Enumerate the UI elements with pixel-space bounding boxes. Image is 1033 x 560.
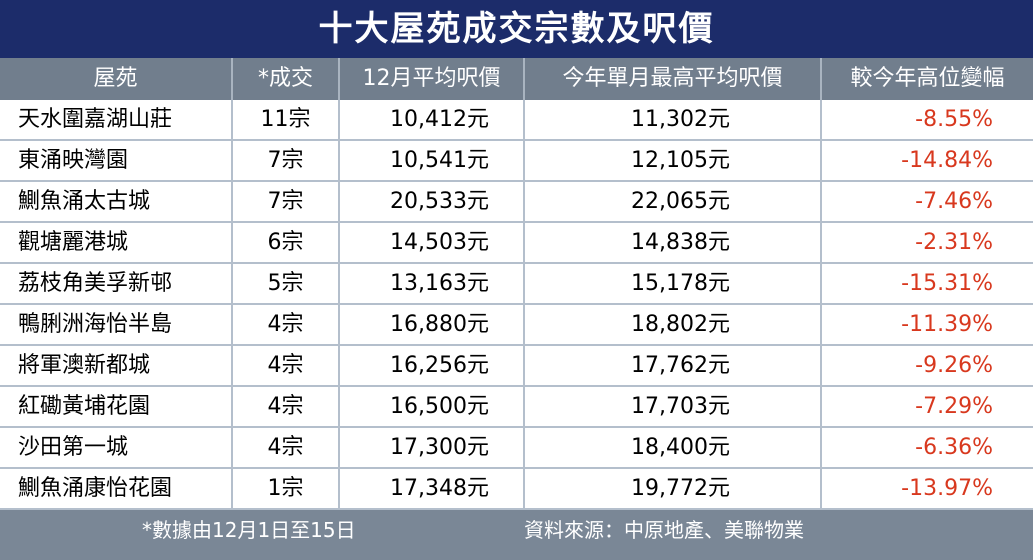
footnote: *數據由12月1日至15日 — [142, 518, 356, 542]
header-cell: 12月平均呎價 — [340, 58, 525, 100]
table-cell: 17,762元 — [525, 346, 822, 385]
table-cell: 將軍澳新都城 — [0, 346, 233, 385]
table-cell: 12,105元 — [525, 141, 822, 180]
table-cell: 18,802元 — [525, 305, 822, 344]
header-cell: *成交 — [233, 58, 340, 100]
table-cell: 7宗 — [233, 182, 340, 221]
table-cell: 22,065元 — [525, 182, 822, 221]
table-cell: 6宗 — [233, 223, 340, 262]
table-row: 東涌映灣園 7宗 10,541元 12,105元 -14.84% — [0, 141, 1033, 182]
table-cell: 16,880元 — [340, 305, 525, 344]
table-cell: 10,412元 — [340, 100, 525, 139]
table-cell: -8.55% — [915, 107, 993, 132]
table-row: 天水圍嘉湖山莊 11宗 10,412元 11,302元 -8.55% — [0, 100, 1033, 141]
table-row: 荔枝角美孚新邨 5宗 13,163元 15,178元 -15.31% — [0, 264, 1033, 305]
table-row: 將軍澳新都城 4宗 16,256元 17,762元 -9.26% — [0, 346, 1033, 387]
table-cell: 4宗 — [233, 387, 340, 426]
table-cell: -6.36% — [915, 435, 993, 460]
table-cell: 20,533元 — [340, 182, 525, 221]
table-cell: -9.26% — [915, 353, 993, 378]
table-row: 紅磡黃埔花園 4宗 16,500元 17,703元 -7.29% — [0, 387, 1033, 428]
table-cell: 觀塘麗港城 — [0, 223, 233, 262]
table-cell: -13.97% — [901, 476, 993, 501]
footer: *數據由12月1日至15日 資料來源：中原地產、美聯物業 — [0, 510, 1033, 560]
table-cell: 鰂魚涌太古城 — [0, 182, 233, 221]
table-row: 沙田第一城 4宗 17,300元 18,400元 -6.36% — [0, 428, 1033, 469]
table-cell: 鴨脷洲海怡半島 — [0, 305, 233, 344]
table-cell: 16,256元 — [340, 346, 525, 385]
table-cell: 紅磡黃埔花園 — [0, 387, 233, 426]
table-cell: -14.84% — [901, 148, 993, 173]
table-cell: 17,703元 — [525, 387, 822, 426]
table-cell: 10,541元 — [340, 141, 525, 180]
table-cell: 15,178元 — [525, 264, 822, 303]
table-cell: 13,163元 — [340, 264, 525, 303]
table-row: 鴨脷洲海怡半島 4宗 16,880元 18,802元 -11.39% — [0, 305, 1033, 346]
table-cell: 11宗 — [233, 100, 340, 139]
title: 十大屋苑成交宗數及呎價 — [0, 0, 1033, 58]
source: 資料來源：中原地產、美聯物業 — [524, 518, 804, 542]
table-cell: 1宗 — [233, 469, 340, 508]
table-cell: 14,838元 — [525, 223, 822, 262]
table-cell: 4宗 — [233, 305, 340, 344]
table-cell: 鰂魚涌康怡花園 — [0, 469, 233, 508]
table-cell: -7.29% — [915, 394, 993, 419]
table-row: 鰂魚涌康怡花園 1宗 17,348元 19,772元 -13.97% — [0, 469, 1033, 510]
table-cell: -2.31% — [915, 230, 993, 255]
table-cell: 沙田第一城 — [0, 428, 233, 467]
table-cell: 17,300元 — [340, 428, 525, 467]
table-row: 觀塘麗港城 6宗 14,503元 14,838元 -2.31% — [0, 223, 1033, 264]
header-cell: 屋苑 — [0, 58, 233, 100]
header-cell: 今年單月最高平均呎價 — [525, 58, 822, 100]
table-cell: 天水圍嘉湖山莊 — [0, 100, 233, 139]
table-cell: 16,500元 — [340, 387, 525, 426]
table-cell: 11,302元 — [525, 100, 822, 139]
table-cell: 東涌映灣園 — [0, 141, 233, 180]
table-cell: 7宗 — [233, 141, 340, 180]
table-cell: -11.39% — [901, 312, 993, 337]
table-cell: 4宗 — [233, 346, 340, 385]
table-cell: 荔枝角美孚新邨 — [0, 264, 233, 303]
table-cell: -7.46% — [915, 189, 993, 214]
table-cell: 14,503元 — [340, 223, 525, 262]
table-cell: -15.31% — [901, 271, 993, 296]
table-cell: 5宗 — [233, 264, 340, 303]
header-row: 屋苑 *成交 12月平均呎價 今年單月最高平均呎價 較今年高位變幅 — [0, 58, 1033, 100]
table-cell: 17,348元 — [340, 469, 525, 508]
header-cell: 較今年高位變幅 — [850, 66, 1005, 91]
table-cell: 4宗 — [233, 428, 340, 467]
table-row: 鰂魚涌太古城 7宗 20,533元 22,065元 -7.46% — [0, 182, 1033, 223]
table-cell: 19,772元 — [525, 469, 822, 508]
table-cell: 18,400元 — [525, 428, 822, 467]
